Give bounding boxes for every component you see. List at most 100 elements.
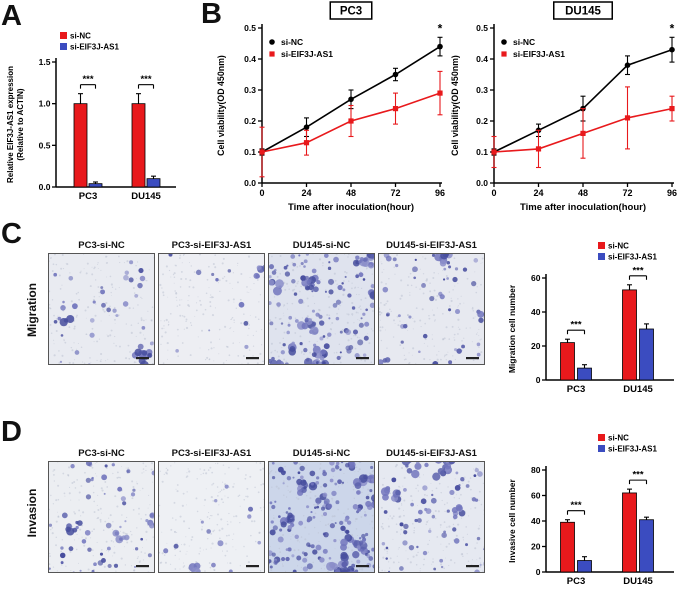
svg-text:PC3: PC3 — [79, 191, 97, 202]
svg-text:si-EIF3J-AS1: si-EIF3J-AS1 — [513, 49, 565, 59]
svg-text:48: 48 — [346, 188, 356, 198]
svg-text:Relative EIF3J-AS1 expression: Relative EIF3J-AS1 expression — [6, 66, 15, 183]
svg-text:0.0: 0.0 — [476, 178, 488, 188]
svg-text:0: 0 — [491, 188, 496, 198]
svg-text:PC3: PC3 — [340, 6, 362, 18]
svg-text:PC3: PC3 — [567, 576, 585, 587]
svg-text:0.0: 0.0 — [244, 178, 256, 188]
svg-text:***: *** — [570, 320, 581, 331]
svg-text:Time after inoculation(hour): Time after inoculation(hour) — [288, 202, 414, 213]
microscopy-label: DU145-si-NC — [292, 240, 351, 251]
svg-text:DU145: DU145 — [623, 576, 653, 587]
svg-text:0.3: 0.3 — [476, 85, 488, 95]
svg-text:48: 48 — [578, 188, 588, 198]
svg-text:72: 72 — [622, 188, 632, 198]
invasion-row-label: Invasion — [25, 488, 39, 538]
microscopy-image — [268, 461, 375, 573]
svg-text:96: 96 — [435, 188, 445, 198]
svg-text:0.3: 0.3 — [244, 85, 256, 95]
microscopy-image — [48, 461, 155, 573]
svg-text:0.1: 0.1 — [476, 147, 488, 157]
svg-text:60: 60 — [531, 273, 541, 283]
microscopy-image — [158, 253, 265, 365]
svg-text:si-NC: si-NC — [281, 37, 303, 47]
microscopy-panel: PC3-si-NC — [48, 448, 155, 573]
microscopy-panel: PC3-si-NC — [48, 240, 155, 365]
svg-text:*: * — [670, 21, 675, 35]
microscopy-label: PC3-si-NC — [78, 240, 125, 251]
svg-text:DU145: DU145 — [131, 191, 161, 202]
svg-text:***: *** — [82, 74, 93, 85]
microscopy-image — [268, 253, 375, 365]
svg-text:si-NC: si-NC — [608, 242, 629, 251]
svg-text:20: 20 — [531, 341, 541, 351]
svg-text:Invasive cell number: Invasive cell number — [507, 478, 517, 562]
svg-text:si-NC: si-NC — [513, 37, 535, 47]
microscopy-image — [378, 461, 485, 573]
svg-text:1.5: 1.5 — [39, 57, 51, 67]
svg-text:40: 40 — [531, 516, 541, 526]
svg-text:0: 0 — [536, 375, 541, 385]
svg-text:0.5: 0.5 — [476, 23, 488, 33]
svg-text:***: *** — [632, 470, 643, 481]
svg-text:0.1: 0.1 — [244, 147, 256, 157]
microscopy-panel: PC3-si-EIF3J-AS1 — [158, 448, 265, 573]
svg-text:0.5: 0.5 — [244, 23, 256, 33]
svg-text:si-NC: si-NC — [70, 32, 91, 41]
svg-text:96: 96 — [667, 188, 677, 198]
microscopy-panel: PC3-si-EIF3J-AS1 — [158, 240, 265, 365]
migration-bar-chart: 0 20 40 60 Migration cell number PC3 *** DU145 *… — [507, 242, 674, 395]
svg-text:***: *** — [632, 265, 643, 276]
svg-text:80: 80 — [531, 465, 541, 475]
panel-letter-a: A — [1, 0, 22, 32]
svg-text:PC3: PC3 — [567, 384, 585, 395]
svg-text:72: 72 — [390, 188, 400, 198]
microscopy-panel: DU145-si-EIF3J-AS1 — [378, 448, 485, 573]
pc3-viability-line-chart: PC3 0.0 0.1 0.2 0.3 0.4 0.5 0 24 48 72 96 Cell viabi… — [216, 1, 445, 213]
svg-text:Cell viability(OD 450nm): Cell viability(OD 450nm) — [450, 55, 460, 156]
microscopy-image — [48, 253, 155, 365]
svg-text:0.4: 0.4 — [476, 54, 488, 64]
svg-text:*: * — [438, 21, 443, 35]
svg-text:***: *** — [570, 500, 581, 511]
svg-text:24: 24 — [533, 188, 543, 198]
svg-text:Cell viability(OD 450nm): Cell viability(OD 450nm) — [216, 55, 226, 156]
svg-text:si-NC: si-NC — [608, 434, 629, 443]
svg-text:0.0: 0.0 — [39, 182, 51, 192]
svg-text:si-EIF3J-AS1: si-EIF3J-AS1 — [608, 253, 657, 262]
svg-text:1.0: 1.0 — [39, 99, 51, 109]
svg-text:0: 0 — [259, 188, 264, 198]
microscopy-label: DU145-si-NC — [292, 448, 351, 459]
microscopy-image — [378, 253, 485, 365]
svg-text:Migration cell number: Migration cell number — [507, 284, 517, 373]
svg-text:***: *** — [140, 74, 151, 85]
svg-text:40: 40 — [531, 307, 541, 317]
microscopy-image — [158, 461, 265, 573]
svg-text:DU145: DU145 — [623, 384, 653, 395]
svg-text:20: 20 — [531, 542, 541, 552]
panel-letter-c: C — [1, 218, 22, 250]
svg-text:si-EIF3J-AS1: si-EIF3J-AS1 — [608, 445, 657, 454]
invasion-image-row: PC3-si-NC PC3-si-EIF3J-AS1 DU145-si-NC D… — [48, 448, 485, 573]
microscopy-label: PC3-si-EIF3J-AS1 — [171, 240, 252, 251]
svg-text:0.5: 0.5 — [39, 140, 51, 150]
svg-text:(Relative to ACTIN): (Relative to ACTIN) — [16, 88, 25, 160]
migration-row-label: Migration — [25, 283, 39, 337]
panel-letter-d: D — [1, 416, 22, 448]
svg-text:60: 60 — [531, 491, 541, 501]
invasion-bar-chart: 0 20 40 60 80 Invasive cell number PC3 *** DU145… — [507, 434, 674, 587]
expression-bar-chart: 0.0 0.5 1.0 1.5 Relative EIF3J-AS1 expressio… — [6, 32, 176, 202]
svg-text:24: 24 — [301, 188, 311, 198]
migration-image-row: PC3-si-NC PC3-si-EIF3J-AS1 DU145-si-NC D… — [48, 240, 485, 365]
microscopy-panel: DU145-si-NC — [268, 448, 375, 573]
microscopy-label: DU145-si-EIF3J-AS1 — [386, 448, 477, 459]
svg-text:0.2: 0.2 — [244, 116, 256, 126]
microscopy-label: PC3-si-EIF3J-AS1 — [171, 448, 252, 459]
microscopy-label: PC3-si-NC — [78, 448, 125, 459]
svg-text:DU145: DU145 — [565, 6, 601, 18]
microscopy-label: DU145-si-EIF3J-AS1 — [386, 240, 477, 251]
microscopy-panel: DU145-si-EIF3J-AS1 — [378, 240, 485, 365]
svg-text:si-EIF3J-AS1: si-EIF3J-AS1 — [281, 49, 333, 59]
du145-viability-line-chart: DU145 0.0 0.1 0.2 0.3 0.4 0.5 0 24 48 72 96 Cell via… — [450, 1, 677, 213]
